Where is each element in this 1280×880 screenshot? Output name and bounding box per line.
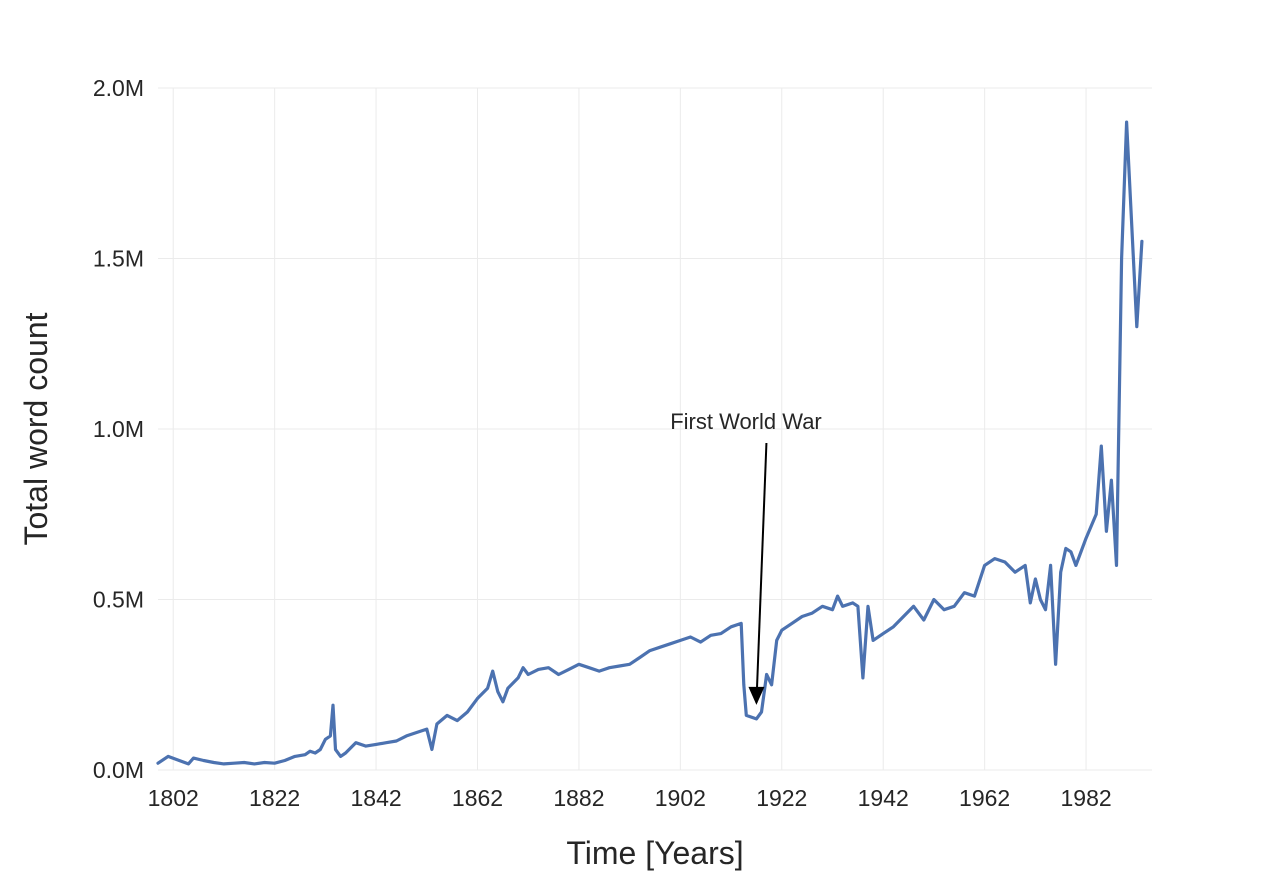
- annotation: First World War: [670, 409, 822, 705]
- x-tick-label: 1982: [1060, 785, 1111, 811]
- y-tick-label: 1.0M: [93, 416, 144, 442]
- x-axis-title: Time [Years]: [566, 835, 743, 871]
- y-tick-label: 2.0M: [93, 75, 144, 101]
- x-tick-label: 1922: [756, 785, 807, 811]
- y-tick-label: 0.0M: [93, 757, 144, 783]
- x-tick-label: 1882: [553, 785, 604, 811]
- series-layer: [156, 120, 1144, 766]
- x-tick-label: 1902: [655, 785, 706, 811]
- y-tick-label: 0.5M: [93, 587, 144, 613]
- x-tick-label: 1842: [350, 785, 401, 811]
- grid: [158, 87, 1152, 771]
- annotation-arrow-head: [748, 686, 765, 705]
- y-axis-ticks: 0.0M 0.5M 1.0M 1.5M 2.0M: [93, 75, 144, 783]
- x-tick-label: 1962: [959, 785, 1010, 811]
- x-axis-ticks: 1802 1822 1842 1862 1882 1902 1922 1942 1962 1982: [148, 785, 1112, 811]
- annotation-text: First World War: [670, 409, 822, 434]
- x-tick-label: 1822: [249, 785, 300, 811]
- annotation-arrow-shaft: [755, 442, 768, 703]
- y-axis-title: Total word count: [18, 312, 54, 545]
- y-tick-label: 1.5M: [93, 246, 144, 272]
- series-line: [156, 120, 1144, 766]
- x-tick-label: 1942: [858, 785, 909, 811]
- x-tick-label: 1862: [452, 785, 503, 811]
- x-tick-label: 1802: [148, 785, 199, 811]
